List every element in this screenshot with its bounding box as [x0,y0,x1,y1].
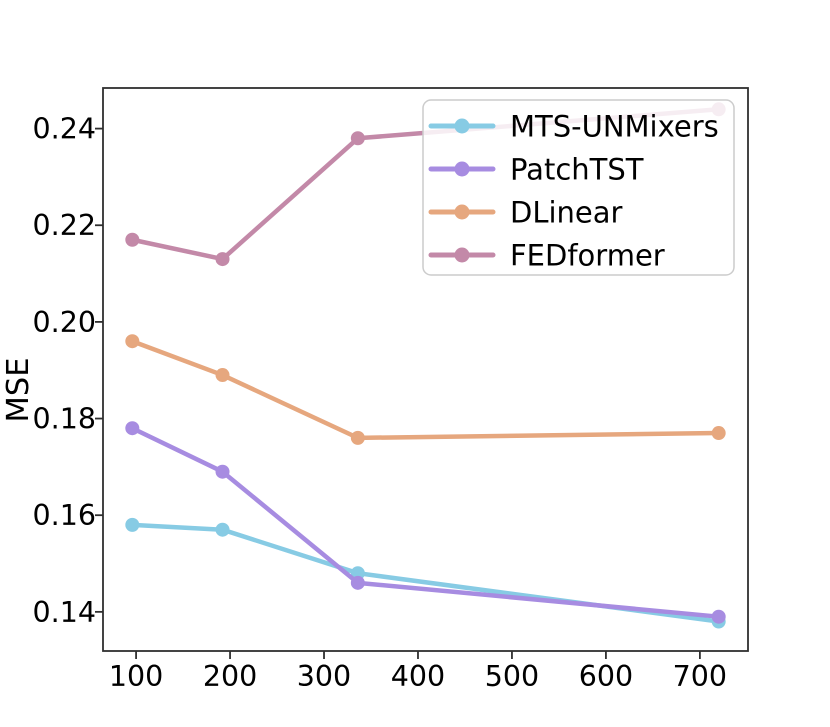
series-line-dlinear [130,338,721,441]
x-axis-tick-label: 600 [579,660,633,693]
x-axis-tick-label: 500 [485,660,539,693]
series-line-mts-unmixers [130,522,721,624]
x-axis-tick-label: 200 [203,660,257,693]
data-point-marker-patchtst [125,421,140,436]
data-point-marker-dlinear [350,430,365,445]
legend-entry-label-mts-unmixers: MTS-UNMixers [510,110,719,144]
y-axis-tick-label: 0.22 [33,209,96,242]
data-point-marker-patchtst [215,464,230,479]
y-axis-tick-label: 0.18 [33,403,96,436]
legend-entry-label-dlinear: DLinear [510,196,623,230]
data-point-marker-fedformer [125,232,140,247]
x-axis-tick-label: 100 [109,660,163,693]
legend-box [422,99,735,276]
data-point-marker-dlinear [125,334,140,349]
x-axis-tick-label: 700 [673,660,727,693]
x-axis-tick-label: 300 [297,660,351,693]
data-point-marker-fedformer [215,252,230,267]
series-line-patchtst [130,425,721,619]
data-point-marker-mts-unmixers [215,522,230,537]
plot-border [102,87,749,652]
data-point-marker-dlinear [215,368,230,383]
legend-sample-marker-mts-unmixers [454,118,470,134]
legend-entry-label-fedformer: FEDformer [510,239,665,273]
data-point-marker-mts-unmixers [125,517,140,532]
x-axis-tick-label: 400 [391,660,445,693]
data-point-marker-dlinear [711,426,726,441]
data-point-marker-mts-unmixers [350,566,365,581]
y-axis-tick-label: 0.16 [33,499,96,532]
y-axis-tick-label: 0.14 [33,596,96,629]
data-point-marker-fedformer [350,131,365,146]
y-axis-tick-label: 0.24 [33,113,96,146]
legend-entry-label-patchtst: PatchTST [510,153,644,187]
legend-sample-marker-patchtst [454,161,470,177]
data-point-marker-patchtst [711,609,726,624]
legend-sample-marker-dlinear [454,204,470,220]
data-point-marker-patchtst [350,575,365,590]
y-axis-title: MSE [1,358,36,423]
y-axis-tick-label: 0.20 [33,306,96,339]
legend-sample-marker-fedformer [454,247,470,263]
